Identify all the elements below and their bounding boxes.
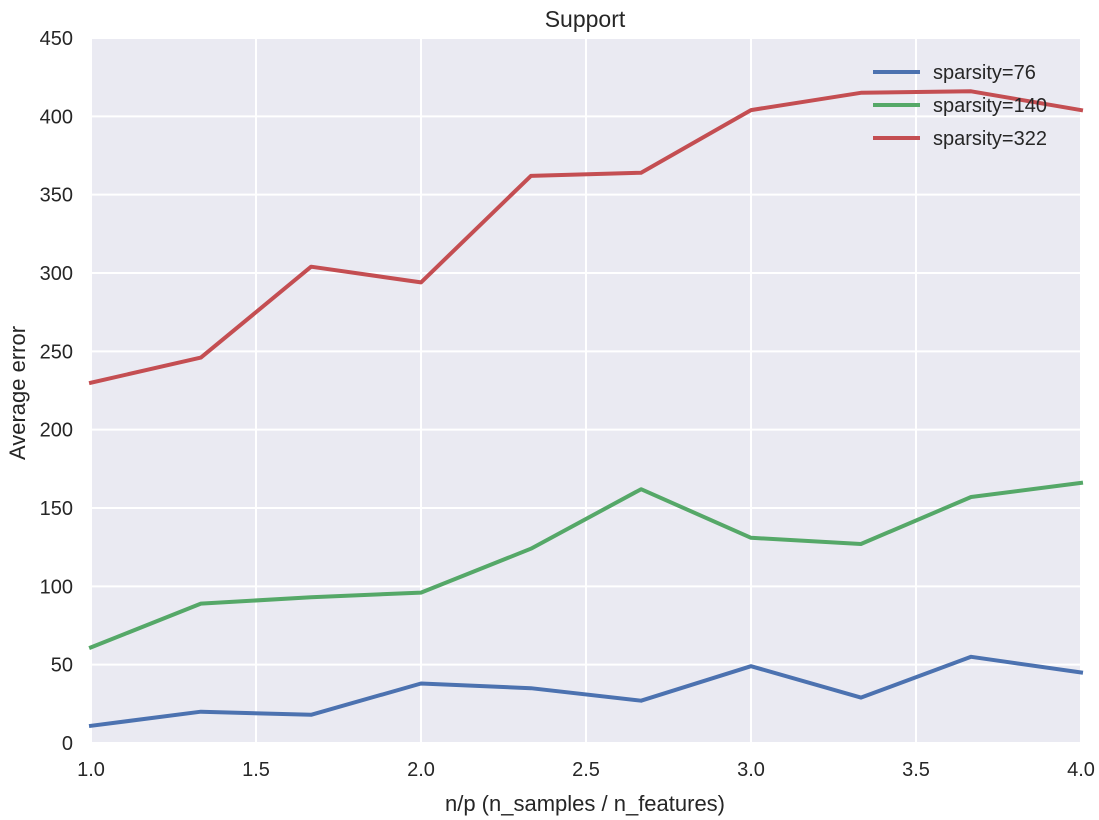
legend-label: sparsity=76 xyxy=(933,62,1036,84)
y-tick-label: 150 xyxy=(40,498,73,520)
legend-label: sparsity=140 xyxy=(933,95,1047,117)
x-tick-label: 4.0 xyxy=(1067,759,1095,781)
y-axis-label: Average error xyxy=(5,326,30,460)
series-line-2 xyxy=(88,89,1084,386)
y-tick-label: 350 xyxy=(40,185,73,207)
y-tick-label: 450 xyxy=(40,28,73,50)
x-axis-label: n/p (n_samples / n_features) xyxy=(445,791,725,816)
y-tick-labels: 0 50 100 150 200 250 300 350 400 450 xyxy=(40,28,73,755)
chart-title: Support xyxy=(545,6,626,32)
legend-label: sparsity=322 xyxy=(933,128,1047,150)
y-tick-label: 400 xyxy=(40,106,73,128)
x-tick-labels: 1.0 1.5 2.0 2.5 3.0 3.5 4.0 xyxy=(77,759,1095,781)
grid-lines xyxy=(90,37,1082,744)
y-tick-label: 250 xyxy=(40,341,73,363)
y-tick-label: 50 xyxy=(51,655,73,677)
x-tick-label: 1.0 xyxy=(77,759,105,781)
y-tick-label: 200 xyxy=(40,420,73,442)
x-tick-label: 2.5 xyxy=(572,759,600,781)
series-line-0 xyxy=(88,654,1084,729)
x-tick-label: 3.5 xyxy=(902,759,930,781)
y-tick-label: 0 xyxy=(62,733,73,755)
series-line-1 xyxy=(88,480,1084,650)
x-tick-label: 3.0 xyxy=(737,759,765,781)
legend: sparsity=76 sparsity=140 sparsity=322 xyxy=(873,62,1047,150)
series-lines xyxy=(88,89,1084,729)
x-tick-label: 1.5 xyxy=(242,759,270,781)
x-tick-label: 2.0 xyxy=(407,759,435,781)
y-tick-label: 300 xyxy=(40,263,73,285)
y-tick-label: 100 xyxy=(40,576,73,598)
